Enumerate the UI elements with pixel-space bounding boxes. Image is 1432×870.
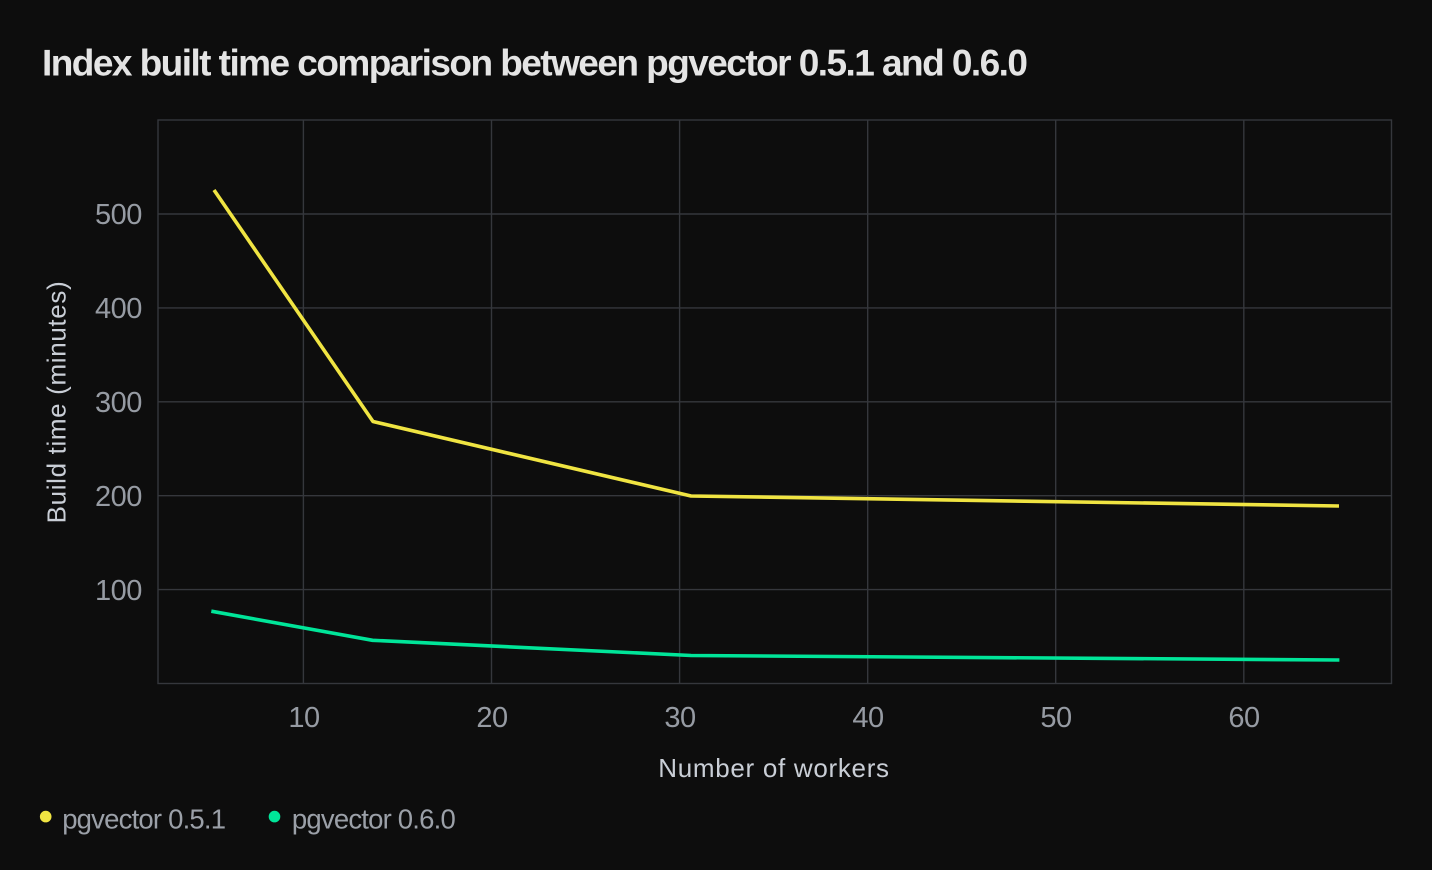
svg-text:30: 30 xyxy=(664,702,695,734)
svg-text:40: 40 xyxy=(852,702,883,734)
svg-text:Build time (minutes): Build time (minutes) xyxy=(41,281,71,524)
svg-text:pgvector 0.5.1: pgvector 0.5.1 xyxy=(62,803,225,834)
svg-text:Index built time comparison be: Index built time comparison between pgve… xyxy=(42,43,1027,84)
svg-text:50: 50 xyxy=(1040,702,1071,734)
svg-text:Number of workers: Number of workers xyxy=(658,753,890,783)
svg-text:500: 500 xyxy=(95,199,142,231)
svg-text:100: 100 xyxy=(95,575,142,607)
svg-text:10: 10 xyxy=(288,702,319,734)
svg-text:300: 300 xyxy=(95,387,142,419)
svg-text:pgvector 0.6.0: pgvector 0.6.0 xyxy=(292,803,456,834)
svg-text:200: 200 xyxy=(95,481,142,513)
svg-text:400: 400 xyxy=(95,293,142,325)
svg-text:60: 60 xyxy=(1228,702,1259,734)
svg-text:20: 20 xyxy=(476,702,507,734)
